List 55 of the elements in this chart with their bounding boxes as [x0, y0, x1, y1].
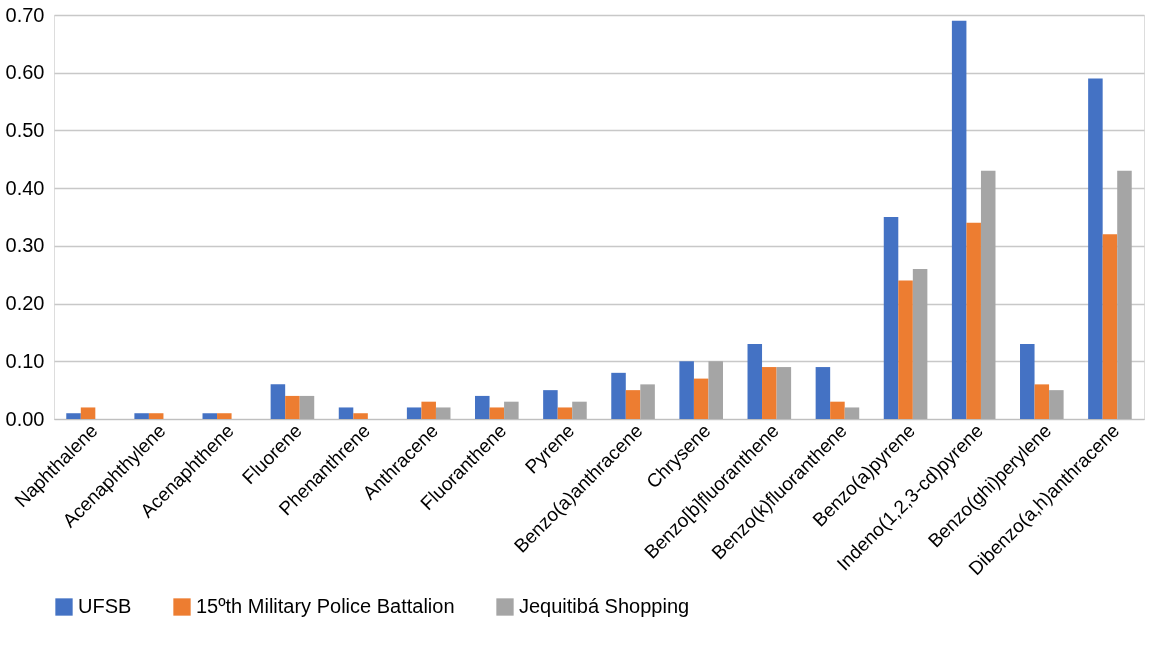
bar	[202, 413, 218, 419]
bar	[966, 222, 981, 419]
bar	[134, 413, 149, 419]
y-tick-label: 0.20	[5, 292, 45, 315]
bar	[762, 367, 777, 419]
bar	[815, 367, 831, 419]
bar	[80, 407, 96, 419]
bar	[489, 407, 505, 419]
bar	[148, 413, 164, 419]
bar	[708, 361, 723, 419]
bar	[572, 401, 587, 419]
bar	[66, 413, 81, 419]
bar	[611, 372, 626, 419]
y-tick-label: 0.40	[5, 176, 45, 199]
legend-label: UFSB	[78, 595, 132, 617]
bar	[504, 401, 519, 419]
bar	[898, 280, 913, 419]
bar	[270, 384, 286, 419]
y-tick-label: 0.70	[5, 3, 45, 26]
bar	[543, 390, 558, 419]
bar	[776, 367, 792, 419]
bar	[353, 413, 368, 419]
bar	[980, 170, 996, 419]
bar	[1088, 78, 1103, 419]
bar	[1102, 234, 1118, 419]
bar	[844, 407, 860, 419]
bar	[475, 395, 490, 419]
bar	[406, 407, 422, 419]
bar	[640, 384, 655, 419]
bar	[679, 361, 694, 419]
bar	[557, 407, 573, 419]
bar	[1117, 170, 1132, 419]
bar	[1049, 390, 1064, 419]
legend-label: 15ºth Military Police Battalion	[196, 595, 455, 617]
bar	[217, 413, 232, 419]
bar	[338, 407, 354, 419]
bar	[421, 401, 436, 419]
y-tick-label: 0.50	[5, 118, 45, 141]
bar	[1020, 343, 1035, 419]
bar	[951, 20, 967, 419]
bar	[830, 401, 845, 419]
bar	[435, 407, 451, 419]
bar	[625, 390, 641, 419]
bar	[285, 395, 300, 419]
bar	[693, 378, 709, 419]
y-tick-label: 0.10	[5, 349, 45, 372]
y-tick-label: 0.60	[5, 61, 45, 84]
bar	[747, 343, 763, 419]
bar	[299, 395, 315, 419]
bar	[883, 217, 899, 419]
legend-label: Jequitibá Shopping	[519, 595, 690, 617]
bar	[1034, 384, 1050, 419]
bar	[912, 268, 928, 419]
y-tick-label: 0.30	[5, 234, 45, 257]
y-tick-label: 0.00	[5, 407, 45, 430]
